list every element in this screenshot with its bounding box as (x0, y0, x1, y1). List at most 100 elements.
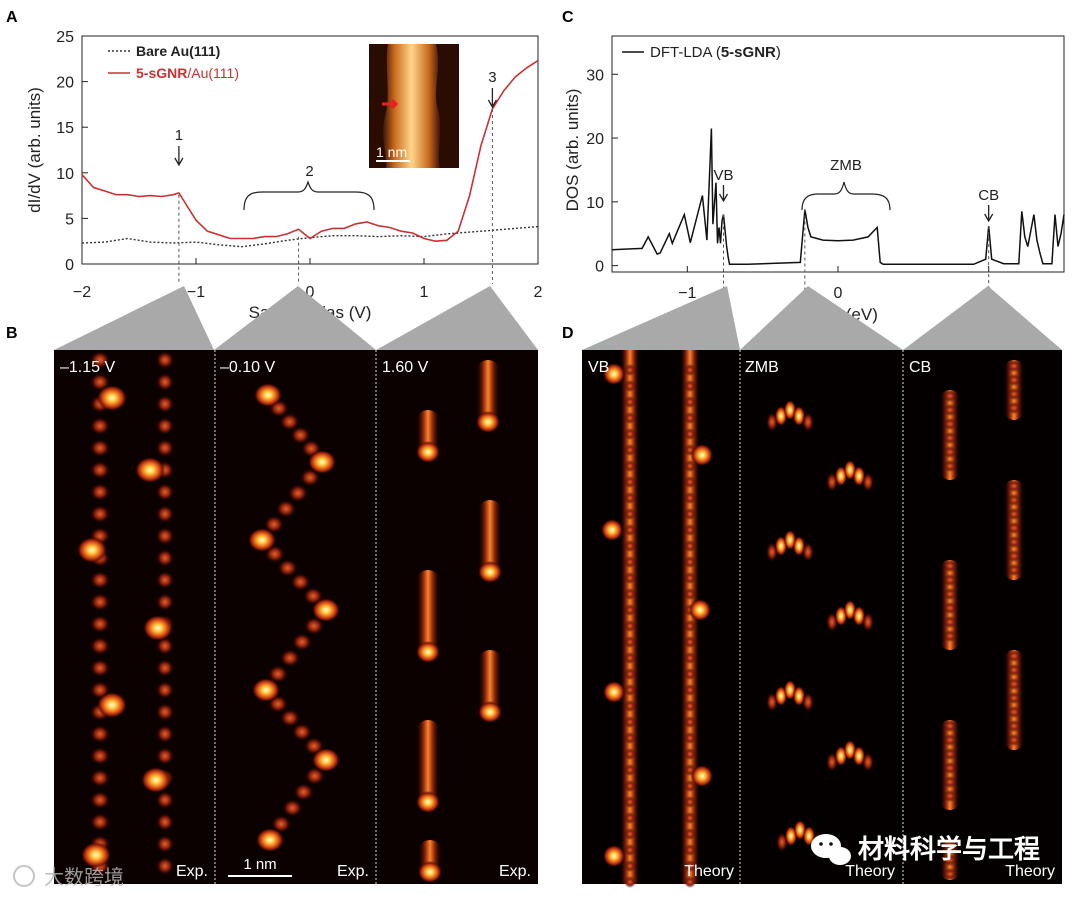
stm-spot (156, 417, 174, 435)
stm-spot (252, 678, 280, 702)
marker-3-label: 3 (488, 69, 496, 86)
y-tick-label: 20 (56, 75, 74, 92)
stm-spot (684, 668, 696, 680)
panel-d: D VB ZMB CB Theory Theory Theory (562, 325, 1062, 888)
watermark-left-text: 大数跨境 (44, 865, 124, 889)
stm-spot (312, 748, 340, 772)
stm-spot (943, 790, 957, 802)
annotation-zmb-label: ZMB (830, 157, 862, 174)
stm-segment (416, 570, 440, 660)
stm-spot (1007, 678, 1021, 690)
stm-spot (90, 505, 110, 523)
b-image-3-tag: Exp. (499, 863, 531, 880)
stm-spot (156, 439, 174, 457)
stm-spot (684, 732, 696, 744)
stm-spot (90, 439, 110, 457)
b-image-2-bias: –0.10 V (220, 359, 275, 376)
stm-spot (624, 876, 636, 888)
stm-spot (684, 556, 696, 568)
stm-spot (624, 684, 636, 696)
panel-c-legend: DFT-LDA (5-sGNR) (622, 44, 781, 61)
annotation-vb-label: VB (713, 167, 733, 184)
panel-a-letter: A (6, 9, 18, 26)
stm-spot (684, 572, 696, 584)
stm-spot (775, 686, 787, 706)
stm-spot (156, 857, 174, 875)
stm-spot (684, 588, 696, 600)
stm-spot (624, 492, 636, 504)
stm-spot (684, 492, 696, 504)
stm-spot (1007, 402, 1021, 414)
stm-spot (943, 616, 957, 628)
stm-spot (684, 748, 696, 760)
panel-a-y-axis-label: dI/dV (arb. units) (25, 87, 44, 213)
stm-spot (90, 747, 110, 765)
stm-spot (794, 820, 806, 840)
y-tick-label: 25 (56, 29, 74, 46)
stm-spot (862, 472, 874, 492)
x-tick-label: 1 (420, 284, 429, 301)
stm-spot (844, 740, 856, 760)
stm-spot (156, 835, 174, 853)
stm-spot (624, 508, 636, 520)
stm-spot (1007, 508, 1021, 520)
stm-spot (624, 540, 636, 552)
stm-spot (254, 383, 282, 407)
stm-spot (624, 460, 636, 472)
y-tick-label: 20 (586, 131, 604, 148)
stm-spot (624, 716, 636, 728)
stm-spot (1007, 522, 1021, 534)
stm-spot (624, 412, 636, 424)
stm-spot (1007, 734, 1021, 746)
stm-spot (1007, 706, 1021, 718)
watermark-logo-icon (13, 865, 35, 887)
stm-spot (624, 604, 636, 616)
stm-spot (684, 380, 696, 392)
series-line-bare (81, 225, 539, 248)
panel-c-y-axis-label: DOS (arb. units) (563, 89, 582, 212)
stm-spot (943, 418, 957, 430)
stm-spot (156, 505, 174, 523)
stm-spot (784, 400, 796, 420)
stm-spot (476, 411, 500, 433)
inset-scale-label: 1 nm (376, 144, 407, 160)
stm-spot (143, 615, 173, 641)
b-image-1-tag: Exp. (176, 863, 208, 880)
panel-c-series (611, 128, 1065, 266)
stm-spot (835, 746, 847, 766)
stm-spot (156, 681, 174, 699)
stm-spot (156, 351, 174, 369)
zmb-brace (801, 181, 891, 211)
watermark-left: 大数跨境 (13, 865, 124, 889)
stm-spot (156, 813, 174, 831)
stm-spot (312, 598, 340, 622)
annotation-arrow-icon (984, 205, 994, 223)
d-image-2-label: ZMB (745, 359, 779, 376)
stm-spot (684, 796, 696, 808)
y-tick-label: 5 (65, 211, 74, 228)
stm-segment (478, 500, 502, 580)
stm-spot (684, 364, 696, 376)
stm-spot (90, 571, 110, 589)
stm-spot (775, 536, 787, 556)
stm-spot (90, 791, 110, 809)
stm-spot (156, 747, 174, 765)
stm-spot (77, 537, 107, 563)
stm-spot (156, 373, 174, 391)
panel-c-letter: C (562, 9, 574, 26)
stm-spot (844, 600, 856, 620)
stm-spot (684, 636, 696, 648)
stm-spot (1007, 564, 1021, 576)
stm-spot (264, 515, 284, 534)
d-image-3-label: CB (909, 359, 931, 376)
stm-spot (478, 561, 502, 583)
panel-b-letter: B (6, 325, 18, 342)
stm-spot (603, 363, 625, 385)
panel-c-y-ticks: 0 10 20 30 (586, 67, 618, 276)
stm-spot (691, 765, 713, 787)
stm-spot (624, 556, 636, 568)
inset-red-marker-icon (382, 98, 399, 110)
stm-spot (826, 752, 838, 772)
stm-spot (684, 828, 696, 840)
